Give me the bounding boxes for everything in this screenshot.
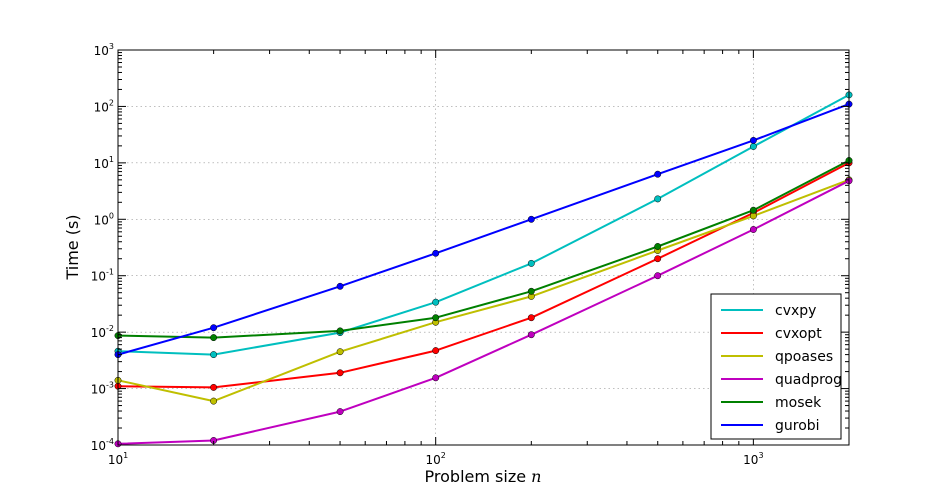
- y-tick-label: 10-1: [91, 268, 114, 284]
- y-tick-base: 10: [94, 213, 109, 227]
- series-line-cvxopt: [117, 162, 850, 389]
- data-point-quadprog: [749, 226, 757, 233]
- y-tick-base: 10: [94, 44, 109, 58]
- data-point-cvxopt: [210, 383, 218, 391]
- y-tick-label: 103: [94, 42, 114, 58]
- y-tick-exponent: 2: [109, 98, 114, 107]
- series-cvxopt: [114, 159, 853, 391]
- data-point-cvxpy: [527, 259, 535, 267]
- data-point-gurobi: [654, 170, 662, 178]
- data-point-mosek: [432, 314, 440, 322]
- series-line-qpoases: [117, 178, 850, 403]
- data-point-cvxopt: [654, 255, 662, 263]
- y-tick-base: 10: [94, 157, 109, 171]
- legend-entry-cvxopt: cvxopt: [721, 326, 822, 342]
- data-point-quadprog: [654, 272, 662, 280]
- y-tick-label: 100: [94, 211, 114, 227]
- data-point-mosek: [527, 287, 535, 295]
- data-point-qpoases: [210, 397, 218, 405]
- y-tick-label: 10-3: [91, 381, 114, 397]
- x-tick-base: 10: [425, 453, 440, 467]
- legend-entry-qpoases: qpoases: [721, 349, 833, 365]
- y-axis-label: Time (s): [63, 214, 82, 280]
- x-tick-label: 103: [743, 451, 763, 467]
- series-line-quadprog: [117, 179, 850, 445]
- data-point-cvxpy: [432, 298, 440, 306]
- data-point-gurobi: [749, 136, 757, 144]
- legend-label-qpoases: qpoases: [775, 349, 833, 365]
- series-line-gurobi: [117, 103, 850, 356]
- x-axis-label: Problem size n: [425, 467, 542, 486]
- x-tick-exponent: 2: [441, 451, 446, 460]
- data-point-quadprog: [527, 331, 535, 339]
- legend-label-gurobi: gurobi: [775, 418, 820, 434]
- legend-label-cvxpy: cvxpy: [775, 303, 816, 319]
- data-point-qpoases: [749, 212, 757, 220]
- y-tick-label: 10-4: [91, 437, 114, 453]
- x-tick-labels: 101 102 103: [108, 451, 764, 467]
- data-point-cvxopt: [432, 347, 440, 355]
- legend-entry-cvxpy: cvxpy: [721, 303, 816, 319]
- x-tick-label: 102: [425, 451, 445, 467]
- y-tick-exponent: 0: [109, 211, 114, 220]
- legend-label-quadprog: quadprog: [775, 372, 842, 388]
- x-axis-label-var: n: [531, 467, 541, 486]
- y-tick-base: 10: [91, 270, 106, 284]
- data-point-mosek: [654, 243, 662, 250]
- x-tick-base: 10: [108, 453, 123, 467]
- data-point-quadprog: [336, 408, 344, 416]
- series-layer: [114, 91, 853, 448]
- series-quadprog: [114, 177, 853, 448]
- y-tick-label: 101: [94, 155, 114, 171]
- data-point-cvxpy: [749, 143, 757, 150]
- legend-label-cvxopt: cvxopt: [775, 326, 822, 342]
- y-tick-base: 10: [94, 100, 109, 114]
- data-point-gurobi: [336, 282, 344, 290]
- x-tick-base: 10: [743, 453, 758, 467]
- legend: cvxpy cvxopt qpoases quadprog mosek gurobi: [710, 293, 842, 440]
- data-point-cvxopt: [527, 314, 535, 322]
- data-point-cvxpy: [654, 195, 662, 203]
- series-line-mosek: [117, 159, 850, 339]
- series-line-cvxpy: [117, 94, 850, 356]
- y-tick-exponent: 1: [109, 155, 114, 164]
- legend-label-mosek: mosek: [775, 395, 822, 411]
- data-point-gurobi: [432, 249, 440, 257]
- plot-frame: [117, 49, 850, 446]
- data-point-gurobi: [527, 215, 535, 223]
- y-tick-label: 10-2: [91, 324, 114, 340]
- y-tick-base: 10: [91, 326, 106, 340]
- y-tick-exponent: -2: [106, 324, 114, 333]
- x-tick-label: 101: [108, 451, 128, 467]
- y-tick-exponent: 3: [109, 42, 114, 51]
- y-tick-base: 10: [91, 383, 106, 397]
- x-axis-label-text: Problem size: [425, 467, 527, 486]
- x-tick-exponent: 3: [758, 451, 763, 460]
- y-tick-exponent: -3: [106, 381, 114, 390]
- legend-entry-gurobi: gurobi: [721, 418, 820, 434]
- legend-entry-mosek: mosek: [721, 395, 822, 411]
- data-point-cvxpy: [210, 351, 218, 359]
- data-point-mosek: [210, 334, 218, 342]
- y-tick-exponent: -4: [106, 437, 114, 446]
- legend-box: [710, 293, 842, 440]
- y-tick-label: 102: [94, 98, 114, 114]
- x-tick-exponent: 1: [123, 451, 128, 460]
- data-point-mosek: [336, 327, 344, 335]
- data-point-qpoases: [336, 348, 344, 356]
- data-point-quadprog: [432, 374, 440, 382]
- y-tick-base: 10: [91, 439, 106, 453]
- data-point-gurobi: [210, 324, 218, 332]
- data-point-mosek: [749, 206, 757, 214]
- y-tick-exponent: -1: [106, 268, 114, 277]
- ticks: [117, 49, 849, 446]
- legend-entry-quadprog: quadprog: [721, 372, 842, 388]
- data-point-cvxopt: [336, 369, 344, 377]
